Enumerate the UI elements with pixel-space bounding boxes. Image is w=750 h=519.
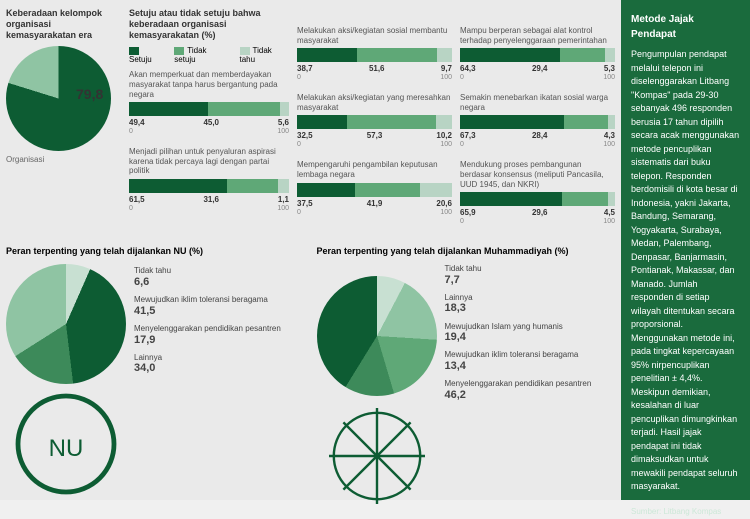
stacked-bar [297, 115, 452, 129]
top-donut: 79,8 [6, 46, 111, 151]
bar-desc: Mempengaruhi pengambilan keputusan lemba… [297, 160, 452, 179]
sidebar-source: Sumber: Litbang Kompas [631, 506, 740, 518]
bar-desc: Melakukan aksi/kegiatan sosial membantu … [297, 26, 452, 45]
org-label: Organisasi [6, 155, 121, 164]
stacked-bar [297, 48, 452, 62]
method-sidebar: Metode Jajak Pendapat Pengumpulan pendap… [621, 0, 750, 500]
bar-desc: Akan memperkuat dan memberdayakan masyar… [129, 70, 289, 99]
nu-pie: NU [6, 264, 126, 384]
nu-title: Peran terpenting yang telah dijalankan N… [6, 246, 305, 256]
pie-label: Menyelenggarakan pendidikan pesantren17,… [134, 324, 305, 347]
mu-pie [317, 276, 437, 396]
svg-text:NU: NU [49, 435, 84, 462]
pie-label: Mewujudkan iklim toleransi beragama41,5 [134, 295, 305, 318]
sidebar-title: Metode Jajak Pendapat [631, 12, 740, 42]
stacked-bar [297, 183, 452, 197]
pie-label: Lainnya18,3 [445, 293, 616, 316]
pie-label: Tidak tahu7,7 [445, 264, 616, 287]
pie-label: Tidak tahu6,6 [134, 266, 305, 289]
bar-block: Akan memperkuat dan memberdayakan masyar… [129, 70, 289, 135]
bar-desc: Menjadi pilihan untuk penyaluran aspiras… [129, 147, 289, 176]
sidebar-body: Pengumpulan pendapat melalui telepon ini… [631, 48, 740, 494]
pie-label: Menyelenggarakan pendidikan pesantren46,… [445, 379, 616, 402]
stacked-bar [129, 179, 289, 193]
stacked-bar [460, 192, 615, 206]
pie-label: Mewujudkan Islam yang humanis19,4 [445, 322, 616, 345]
mu-title: Peran terpenting yang telah dijalankan M… [317, 246, 616, 256]
col2-header: Setuju atau tidak setuju bahwa keberadaa… [129, 8, 289, 40]
stacked-bar [460, 115, 615, 129]
bar-desc: Mendukung proses pembangunan berdasar ko… [460, 160, 615, 189]
bar-block: Melakukan aksi/kegiatan yang meresahkan … [297, 93, 452, 148]
bar-block: Melakukan aksi/kegiatan sosial membantu … [297, 26, 452, 81]
bar-block: Mempengaruhi pengambilan keputusan lemba… [297, 160, 452, 215]
legend: Setuju Tidak setuju Tidak tahu [129, 46, 289, 64]
donut-value: 79,8 [76, 86, 103, 102]
col1-header: Keberadaan kelompok organisasi kemasyara… [6, 8, 121, 40]
bar-desc: Mampu berperan sebagai alat kontrol terh… [460, 26, 615, 45]
stacked-bar [460, 48, 615, 62]
bar-block: Mendukung proses pembangunan berdasar ko… [460, 160, 615, 225]
bar-desc: Melakukan aksi/kegiatan yang meresahkan … [297, 93, 452, 112]
pie-label: Mewujudkan iklim toleransi beragama13,4 [445, 350, 616, 373]
bar-block: Menjadi pilihan untuk penyaluran aspiras… [129, 147, 289, 212]
bar-block: Mampu berperan sebagai alat kontrol terh… [460, 26, 615, 81]
stacked-bar [129, 102, 289, 116]
bar-block: Semakin menebarkan ikatan sosial warga n… [460, 93, 615, 148]
pie-label: Lainnya34,0 [134, 353, 305, 376]
bar-desc: Semakin menebarkan ikatan sosial warga n… [460, 93, 615, 112]
